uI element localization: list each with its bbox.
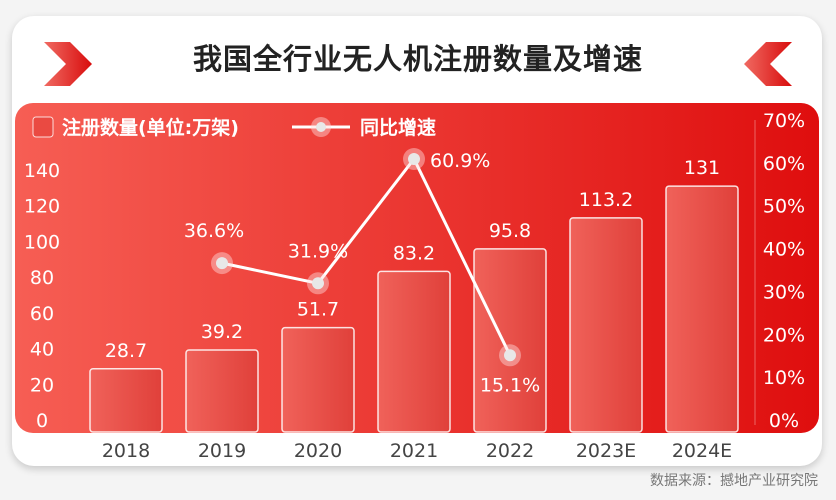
- bar-value-label: 113.2: [579, 189, 633, 211]
- left-axis-tick: 140: [24, 160, 60, 182]
- bar-value-label: 51.7: [297, 299, 339, 321]
- x-axis-tick: 2019: [198, 440, 246, 462]
- right-axis-tick: 10%: [763, 367, 805, 389]
- left-axis-tick: 40: [30, 339, 54, 361]
- bar: [665, 185, 739, 433]
- chart-title: 我国全行业无人机注册数量及增速: [192, 42, 643, 76]
- bar: [377, 270, 451, 433]
- x-axis-tick: 2022: [486, 440, 534, 462]
- right-axis-tick: 30%: [763, 281, 805, 303]
- left-axis-tick: 60: [30, 303, 54, 325]
- x-axis-tick: 2024E: [672, 440, 732, 462]
- growth-value-label: 36.6%: [184, 220, 244, 242]
- growth-value-label: 15.1%: [480, 374, 540, 396]
- right-axis-tick: 70%: [763, 110, 805, 132]
- right-axis-tick: 0%: [769, 410, 799, 432]
- right-axis-tick: 40%: [763, 239, 805, 261]
- right-axis-tick: 20%: [763, 324, 805, 346]
- growth-value-label: 60.9%: [430, 150, 490, 172]
- legend-line-label: 同比增速: [360, 116, 436, 139]
- bar: [569, 217, 643, 433]
- growth-line: [221, 156, 512, 356]
- legend-bar-swatch: [32, 116, 54, 138]
- left-axis-tick: 80: [30, 267, 54, 289]
- bar: [89, 368, 163, 433]
- left-axis-tick: 100: [24, 231, 60, 253]
- bar: [473, 248, 547, 433]
- bar-value-label: 39.2: [201, 321, 243, 343]
- left-axis-tick: 20: [30, 374, 54, 396]
- left-axis-tick: 0: [36, 410, 48, 432]
- growth-value-label: 31.9%: [288, 240, 348, 262]
- bar: [281, 326, 355, 433]
- chevron-left-decoration: [44, 42, 92, 86]
- chevron-right-decoration: [744, 42, 792, 86]
- x-axis-tick: 2020: [294, 440, 342, 462]
- legend-point: [316, 122, 326, 132]
- growth-point: [312, 277, 324, 290]
- bar-value-label: 95.8: [489, 220, 531, 242]
- bar-value-label: 83.2: [393, 242, 435, 264]
- left-axis-tick: 120: [24, 196, 60, 218]
- data-source: 数据来源：撼地产业研究院: [650, 473, 818, 489]
- x-axis-tick: 2021: [390, 440, 438, 462]
- x-axis-tick: 2018: [102, 440, 150, 462]
- bar-value-label: 28.7: [105, 340, 147, 362]
- right-axis-tick: 60%: [763, 153, 805, 175]
- bar-value-label: 131: [684, 157, 720, 179]
- x-axis-tick: 2023E: [576, 440, 636, 462]
- growth-point: [504, 349, 516, 362]
- bar: [185, 349, 259, 433]
- growth-point: [408, 153, 420, 165]
- right-axis-tick: 50%: [763, 196, 805, 218]
- legend-bar-label: 注册数量(单位:万架): [62, 116, 239, 139]
- growth-point: [216, 257, 228, 270]
